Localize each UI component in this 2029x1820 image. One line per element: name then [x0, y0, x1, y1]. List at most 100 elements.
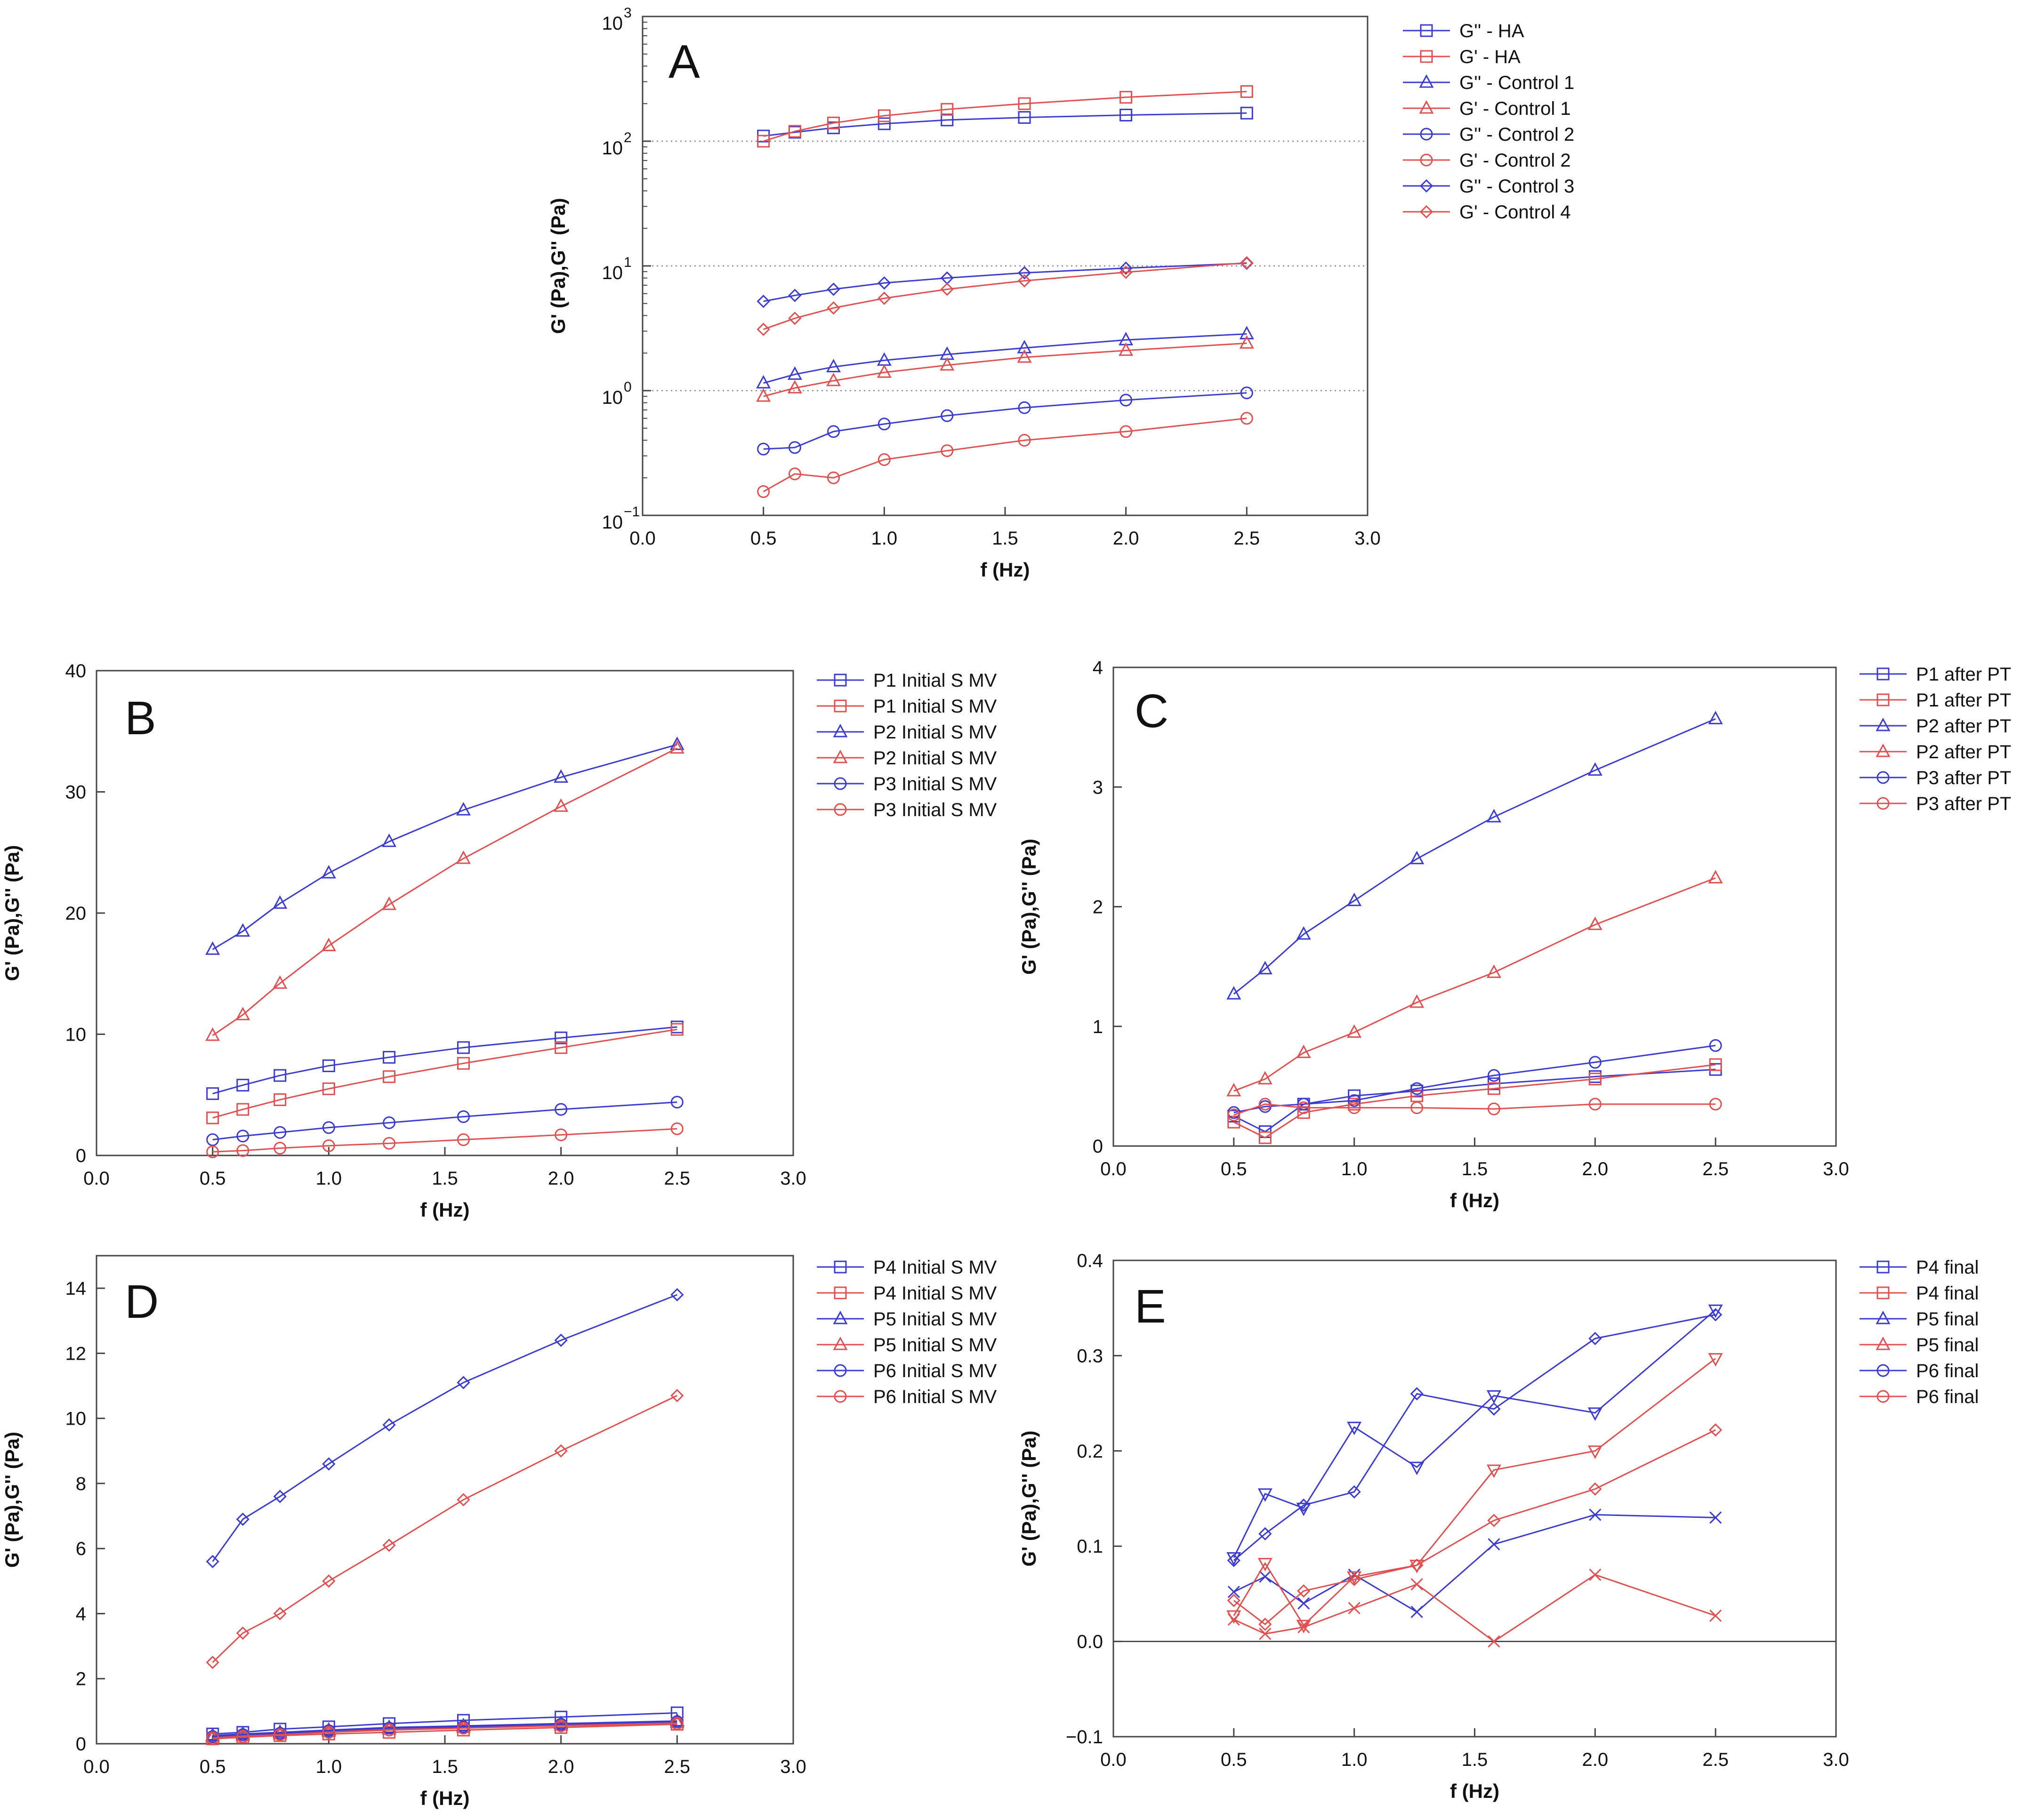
y-axis-label: G' (Pa),G'' (Pa) — [547, 198, 569, 334]
data-point — [1119, 265, 1133, 279]
data-point — [827, 425, 840, 438]
data-point — [322, 1082, 335, 1095]
data-point — [1587, 1407, 1602, 1421]
data-point — [1240, 85, 1253, 98]
y-tick-label: 10 — [602, 263, 623, 283]
data-point — [1119, 425, 1133, 438]
x-tick-label: 0.5 — [200, 1168, 226, 1189]
data-point — [1018, 433, 1031, 447]
data-point — [236, 1079, 250, 1092]
data-point — [1258, 1527, 1272, 1541]
data-point — [274, 1093, 287, 1106]
x-tick-label: 2.0 — [1113, 528, 1139, 549]
y-tick-label: 0.1 — [1077, 1536, 1103, 1557]
legend-entry: P1 Initial S MV — [817, 696, 997, 717]
y-tick-label: 4 — [76, 1604, 86, 1624]
data-point — [1240, 106, 1253, 120]
x-tick-label: 1.0 — [1341, 1749, 1368, 1770]
x-tick-label: 2.5 — [664, 1756, 691, 1777]
data-point — [273, 1490, 287, 1503]
data-point — [1347, 1485, 1361, 1499]
data-point — [1709, 1058, 1722, 1071]
legend-label: P5 Initial S MV — [873, 1309, 997, 1330]
series-line — [212, 1101, 677, 1141]
data-point — [1297, 1621, 1310, 1634]
data-point — [1258, 1098, 1272, 1111]
x-tick-label: 0.0 — [83, 1756, 110, 1777]
data-point — [669, 740, 684, 754]
y-tick-exponent: 1 — [624, 255, 632, 270]
data-point — [235, 923, 250, 937]
data-point — [788, 125, 801, 138]
data-point — [383, 1116, 396, 1129]
legend-label: G' - Control 2 — [1459, 150, 1571, 171]
data-point — [1297, 1101, 1310, 1114]
data-point — [456, 850, 471, 864]
legend-label: P6 Initial S MV — [873, 1387, 997, 1407]
data-point — [878, 117, 891, 130]
y-tick-label: 0.3 — [1077, 1346, 1103, 1366]
data-point — [1488, 1635, 1500, 1648]
data-point — [236, 1130, 250, 1143]
data-point — [555, 1710, 568, 1724]
data-point — [1240, 256, 1254, 270]
legend-label: G'' - Control 1 — [1459, 72, 1574, 93]
data-point — [1709, 1609, 1722, 1622]
series-line — [1233, 1514, 1716, 1613]
data-point — [1119, 91, 1133, 104]
legend-label: P5 final — [1916, 1335, 1979, 1355]
data-point — [1227, 1613, 1240, 1626]
data-point — [205, 1727, 220, 1741]
y-tick-label: 1 — [1093, 1017, 1103, 1037]
chart-panel-b: 0.0 0.5 1.0 1.5 2.0 2.5 3.0 0 10 20 30 40 f (Hz) G' (… — [1, 661, 997, 1221]
x-tick-label: 0.5 — [750, 528, 777, 549]
series-line — [763, 112, 1247, 137]
data-point — [757, 295, 770, 308]
data-point — [670, 1389, 684, 1403]
data-point — [1297, 1098, 1310, 1111]
legend-entry: P4 final — [1860, 1257, 1979, 1278]
legend-entry: G'' - Control 3 — [1403, 176, 1574, 197]
data-point — [1018, 401, 1031, 414]
data-point — [1348, 1098, 1361, 1111]
legend-marker — [1876, 693, 1890, 706]
data-point — [206, 1555, 219, 1568]
data-point — [382, 1539, 396, 1552]
x-tick-label: 2.0 — [548, 1168, 574, 1189]
data-point — [1297, 1106, 1310, 1119]
legend-marker — [1876, 1260, 1890, 1274]
data-point — [555, 1031, 568, 1044]
legend-marker — [1876, 743, 1891, 757]
legend-entry: P1 Initial S MV — [817, 670, 997, 691]
legend-marker — [833, 1310, 848, 1324]
x-tick-label: 1.5 — [1462, 1749, 1488, 1770]
y-tick-label: 10 — [65, 1025, 87, 1045]
y-tick-label: 0 — [1093, 1136, 1103, 1157]
legend-label: P5 Initial S MV — [873, 1335, 997, 1355]
data-point — [1347, 1572, 1361, 1587]
data-point — [206, 1087, 219, 1100]
y-axis-label: G' (Pa),G'' (Pa) — [1018, 1431, 1040, 1567]
data-point — [206, 1656, 219, 1669]
y-tick-label: 0 — [76, 1734, 86, 1755]
y-tick-label: 2 — [76, 1669, 86, 1690]
legend-label: P6 final — [1916, 1361, 1979, 1381]
legend-marker — [834, 777, 847, 790]
y-tick-label: 0 — [76, 1146, 86, 1166]
series-line — [763, 91, 1247, 142]
x-tick-label: 2.5 — [664, 1168, 691, 1189]
data-point — [940, 357, 955, 371]
data-point — [1708, 1353, 1723, 1367]
data-point — [1588, 1056, 1602, 1069]
legend-marker — [1876, 1286, 1890, 1299]
legend-marker — [834, 699, 847, 713]
data-point — [206, 1111, 219, 1124]
x-tick-label: 2.0 — [1582, 1159, 1609, 1179]
series-line — [1233, 1429, 1716, 1626]
data-point — [1296, 1044, 1311, 1058]
x-tick-label: 3.0 — [780, 1168, 806, 1189]
data-point — [757, 135, 770, 148]
legend-label: G'' - Control 3 — [1459, 176, 1574, 197]
data-point — [236, 1626, 250, 1640]
